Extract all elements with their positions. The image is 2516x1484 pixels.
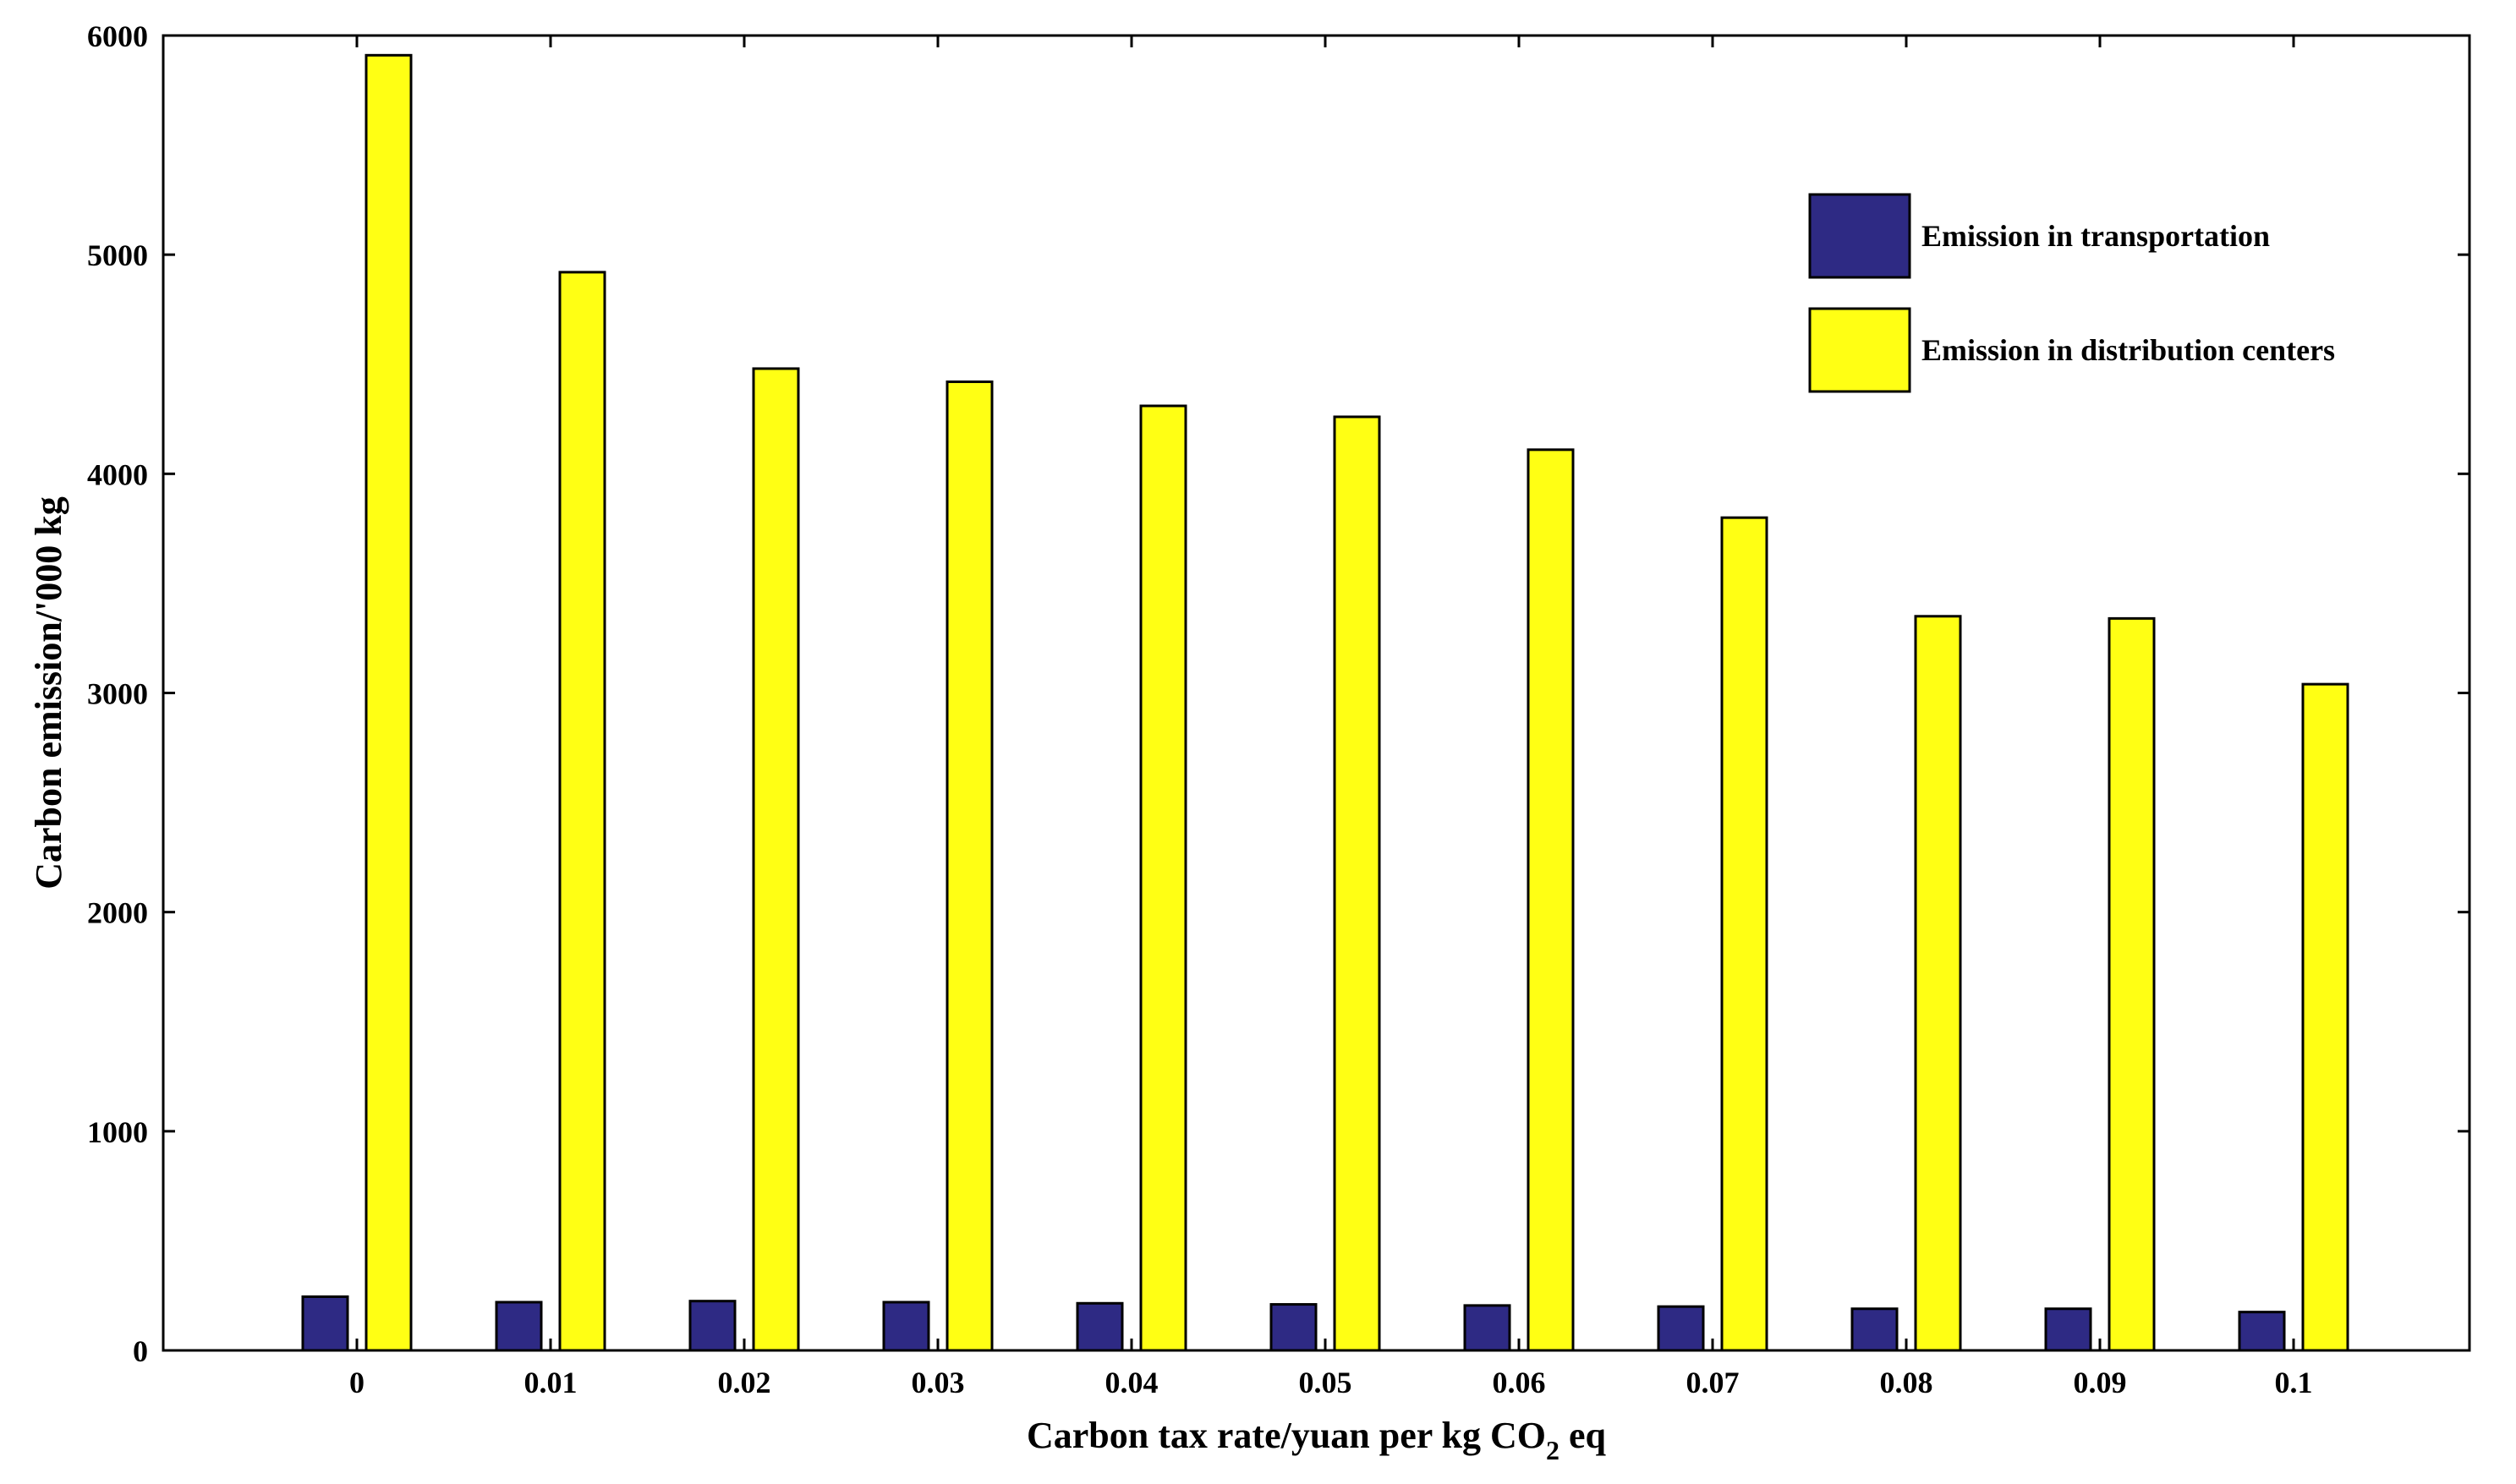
bar-series-1-0.04 — [1076, 1301, 1124, 1352]
legend-swatch-2 — [1808, 307, 1911, 393]
bar-series-2-0.04 — [1139, 404, 1187, 1352]
bar-series-2-0.08 — [1914, 615, 1962, 1352]
legend: Emission in transportation Emission in di… — [1808, 193, 2335, 393]
y-tick-label: 3000 — [87, 677, 148, 711]
bar-series-2-0.07 — [1720, 516, 1768, 1352]
x-tick-label: 0.08 — [1880, 1366, 1933, 1399]
legend-swatch-1 — [1808, 193, 1911, 279]
bar-series-2-0.01 — [558, 271, 606, 1352]
y-tick-label: 1000 — [87, 1115, 148, 1149]
bar-series-1-0.1 — [2238, 1311, 2286, 1352]
x-axis-label: Carbon tax rate/yuan per kg CO2 eq — [1027, 1415, 1607, 1465]
bar-series-1-0.06 — [1463, 1304, 1511, 1352]
bar-series-1-0.03 — [882, 1301, 930, 1352]
x-axis-label-main: Carbon tax rate/yuan per kg CO — [1027, 1415, 1546, 1456]
y-tick-label: 0 — [133, 1334, 148, 1368]
bar-series-1-0.02 — [688, 1300, 737, 1352]
x-tick-label: 0.01 — [524, 1366, 578, 1399]
x-tick-label: 0.04 — [1105, 1366, 1159, 1399]
x-tick-label: 0.07 — [1686, 1366, 1740, 1399]
bar-series-1-0.05 — [1269, 1303, 1318, 1352]
x-tick-label: 0.09 — [2074, 1366, 2127, 1399]
y-tick-label: 4000 — [87, 457, 148, 491]
bar-series-2-0.1 — [2301, 682, 2349, 1352]
bar-series-1-0 — [301, 1295, 349, 1352]
y-tick-label: 6000 — [87, 19, 148, 53]
bar-series-2-0.05 — [1333, 415, 1381, 1352]
bar-series-1-0.08 — [1850, 1307, 1899, 1352]
legend-label-2: Emission in distribution centers — [1921, 333, 2335, 367]
bar-series-2-0.06 — [1527, 448, 1575, 1352]
bar-series-1-0.01 — [495, 1301, 543, 1352]
bar-series-2-0.09 — [2108, 616, 2156, 1352]
x-axis-label-subscript: 2 — [1546, 1435, 1559, 1465]
bar-series-2-0 — [365, 53, 413, 1352]
y-axis-label: Carbon emission/'000 kg — [28, 496, 69, 890]
legend-label-1: Emission in transportation — [1921, 219, 2270, 253]
y-tick-label: 5000 — [87, 238, 148, 272]
ticks-layer: 0 1000 2000 3000 4000 5000 6000 0 0.01 0.02 0.03 0.… — [87, 19, 2469, 1399]
x-tick-label: 0.1 — [2275, 1366, 2313, 1399]
y-tick-label: 2000 — [87, 896, 148, 930]
bar-series-2-0.02 — [752, 367, 800, 1352]
x-tick-label: 0 — [349, 1366, 365, 1399]
x-tick-label: 0.02 — [718, 1366, 771, 1399]
x-tick-label: 0.06 — [1493, 1366, 1546, 1399]
bar-series-1-0.07 — [1657, 1305, 1705, 1352]
bar-series-2-0.03 — [946, 380, 994, 1352]
x-axis-label-tail: eq — [1559, 1415, 1607, 1456]
x-tick-label: 0.05 — [1299, 1366, 1352, 1399]
x-tick-label: 0.03 — [912, 1366, 965, 1399]
bar-series-1-0.09 — [2044, 1307, 2092, 1352]
bars-layer — [301, 53, 2349, 1352]
